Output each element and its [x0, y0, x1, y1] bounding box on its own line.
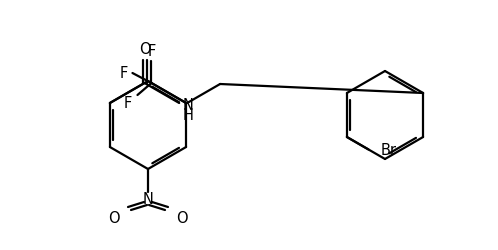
Text: N: N — [182, 97, 193, 112]
Text: H: H — [182, 107, 193, 122]
Text: F: F — [124, 95, 131, 110]
Text: O: O — [176, 211, 188, 226]
Text: F: F — [120, 65, 127, 80]
Text: F: F — [147, 44, 155, 59]
Text: O: O — [108, 211, 120, 226]
Text: N: N — [142, 192, 153, 207]
Text: O: O — [139, 42, 150, 57]
Text: Br: Br — [380, 142, 396, 157]
